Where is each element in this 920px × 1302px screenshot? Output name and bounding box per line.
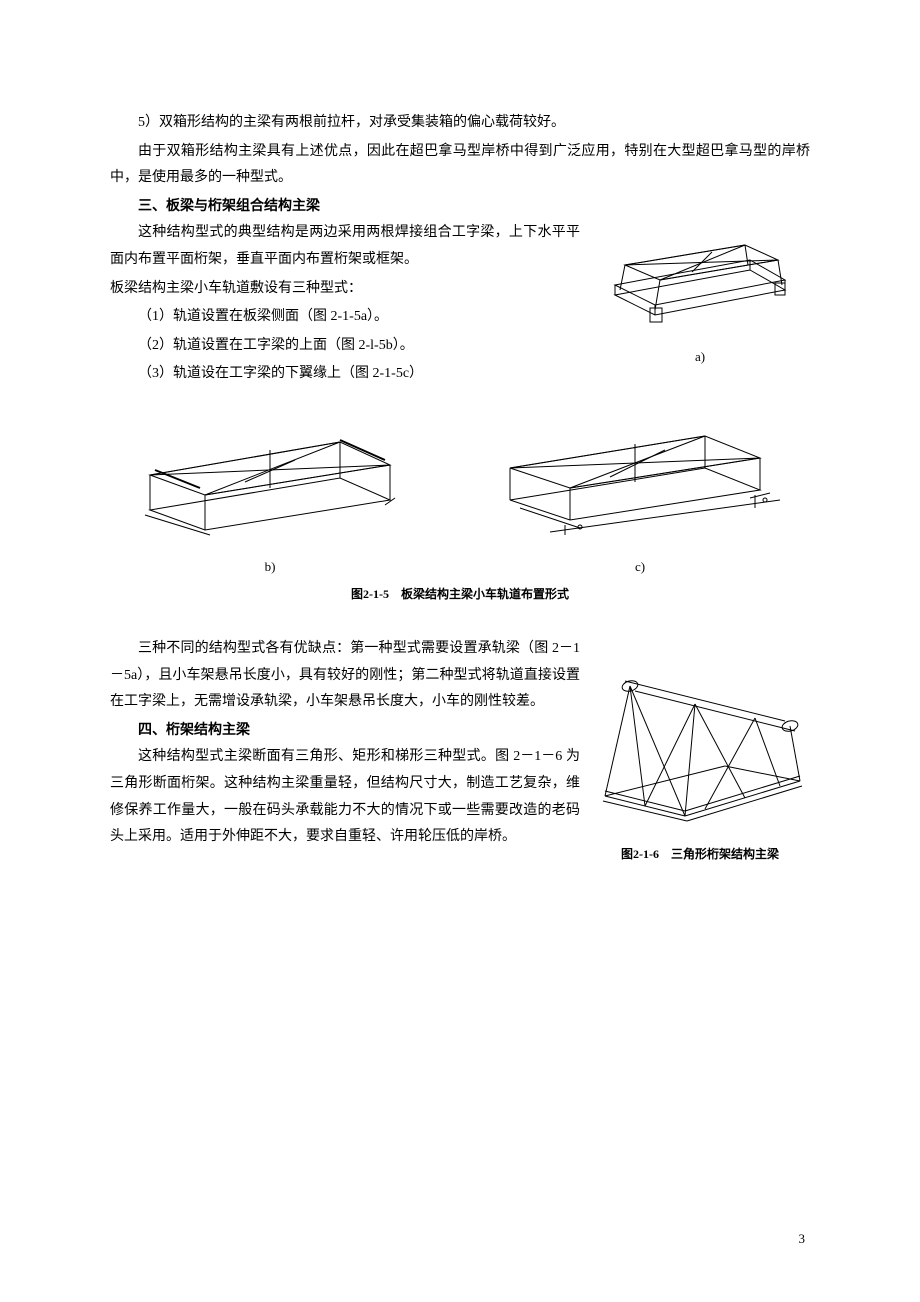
figure-2-1-6	[595, 666, 805, 826]
beam-drawing-c-icon	[490, 420, 790, 540]
figure-2-1-5c	[490, 420, 790, 540]
list-item-2: （2）轨道设置在工字梁的上面（图 2-l-5b）。	[110, 333, 580, 360]
beam-drawing-a-icon	[600, 220, 800, 330]
heading-section-4: 四、桁架结构主梁	[110, 718, 580, 745]
figure-a-label: a)	[590, 345, 810, 370]
list-item-1: （1）轨道设置在板梁侧面（图 2-1-5a）。	[110, 304, 580, 331]
figure-2-1-5a	[600, 220, 800, 330]
paragraph-item-5: 5）双箱形结构的主梁有两根前拉杆，对承受集装箱的偏心载荷较好。	[110, 110, 810, 137]
figure-b-label: b)	[130, 555, 410, 580]
figure-2-1-5c-wrap: c)	[490, 420, 790, 579]
figure-c-label: c)	[490, 555, 790, 580]
paragraph-summary: 由于双箱形结构主梁具有上述优点，因此在超巴拿马型岸桥中得到广泛应用，特别在大型超…	[110, 139, 810, 192]
figure-2-1-5b-wrap: b)	[130, 420, 410, 579]
paragraph-3-intro-types: 板梁结构主梁小车轨道敷设有三种型式：	[110, 276, 580, 303]
paragraph-3-desc: 这种结构型式的典型结构是两边采用两根焊接组合工字梁，上下水平平面内布置平面桁架，…	[110, 220, 580, 273]
figure-row-b-c: b)	[110, 420, 810, 579]
paragraph-compare: 三种不同的结构型式各有优缺点：第一种型式需要设置承轨梁（图 2－1－5a），且小…	[110, 636, 580, 716]
paragraph-4-desc: 这种结构型式主梁断面有三角形、矩形和梯形三种型式。图 2－1－6 为三角形断面桁…	[110, 744, 580, 850]
figure-2-1-5-caption: 图2-1-5 板梁结构主梁小车轨道布置形式	[110, 583, 810, 606]
list-item-3: （3）轨道设在工字梁的下翼缘上（图 2-1-5c）	[110, 361, 580, 388]
figure-2-1-5b	[130, 420, 410, 540]
beam-drawing-b-icon	[130, 420, 410, 540]
heading-section-3: 三、板梁与桁架组合结构主梁	[110, 194, 810, 221]
page-number: 3	[799, 1227, 806, 1252]
section-3-content: 这种结构型式的典型结构是两边采用两根焊接组合工字梁，上下水平平面内布置平面桁架，…	[110, 220, 810, 390]
triangle-truss-icon	[595, 666, 805, 826]
section-4-content: 三种不同的结构型式各有优缺点：第一种型式需要设置承轨梁（图 2－1－5a），且小…	[110, 636, 810, 865]
figure-2-1-6-caption: 图2-1-6 三角形桁架结构主梁	[590, 843, 810, 866]
